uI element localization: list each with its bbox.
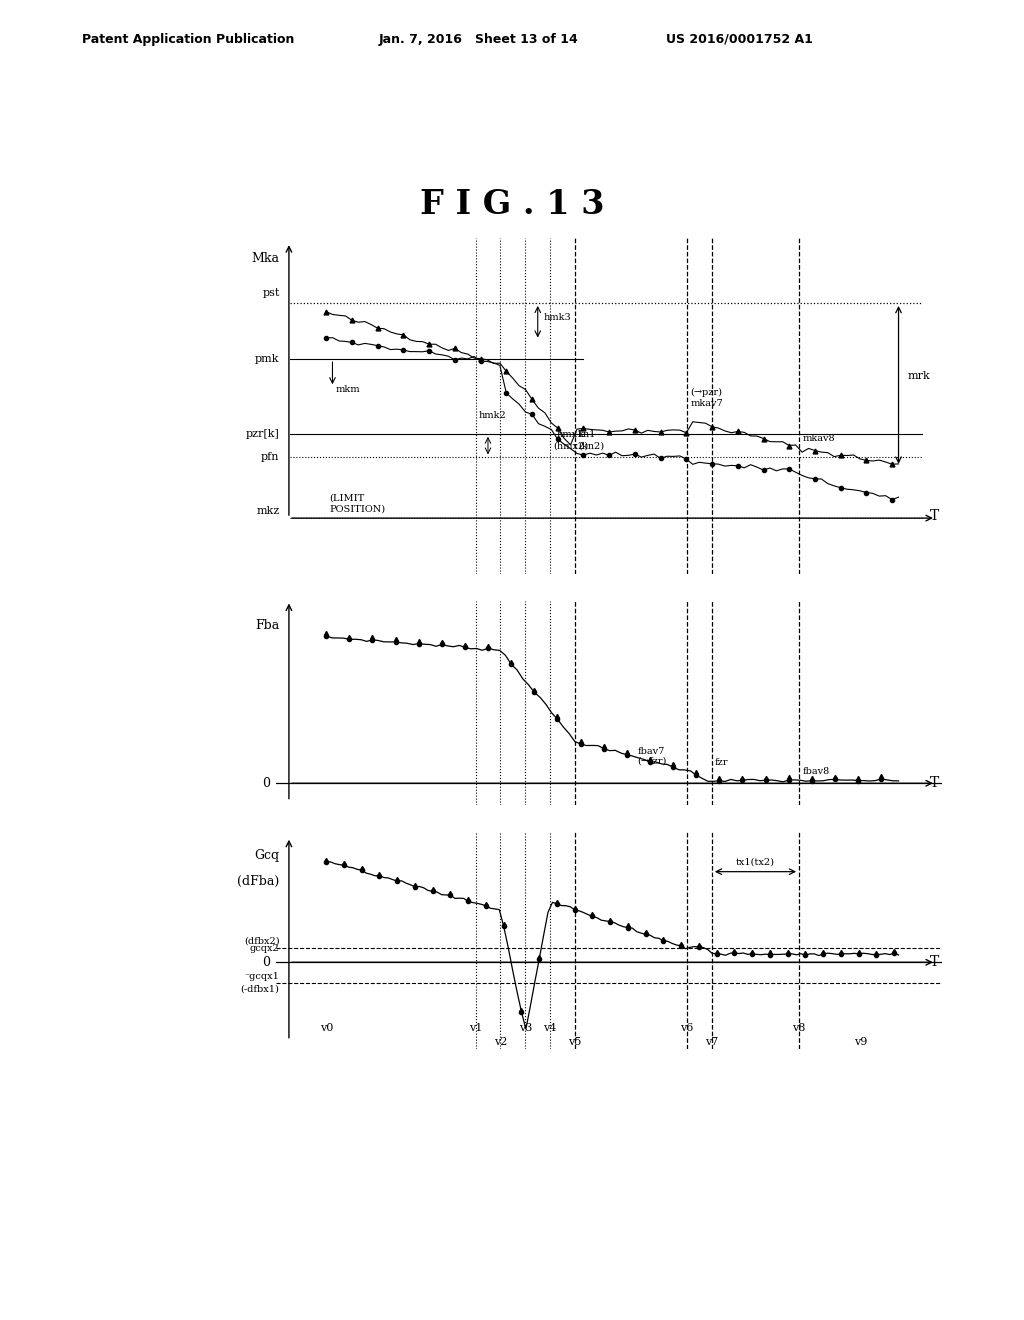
Text: mkm: mkm: [336, 385, 360, 393]
Text: T: T: [930, 776, 939, 791]
Text: F I G . 1 3: F I G . 1 3: [420, 189, 604, 222]
Text: v7: v7: [706, 1038, 719, 1047]
Text: v2: v2: [494, 1038, 507, 1047]
Text: fbav8: fbav8: [802, 767, 829, 776]
Text: fzr: fzr: [715, 758, 728, 767]
Text: (dFba): (dFba): [238, 875, 280, 888]
Text: (-dfbx1): (-dfbx1): [241, 985, 280, 994]
Text: pzr[k]: pzr[k]: [246, 429, 280, 440]
Text: 0: 0: [262, 956, 270, 969]
Text: hmk2: hmk2: [478, 411, 507, 420]
Text: US 2016/0001752 A1: US 2016/0001752 A1: [666, 33, 812, 46]
Text: mrk: mrk: [908, 371, 931, 380]
Text: T: T: [930, 508, 939, 523]
Text: Fba: Fba: [255, 619, 280, 632]
Text: Patent Application Publication: Patent Application Publication: [82, 33, 294, 46]
Text: hmx1: hmx1: [556, 429, 584, 438]
Text: fbav7: fbav7: [637, 747, 665, 756]
Text: v8: v8: [793, 1023, 806, 1034]
Text: Jan. 7, 2016   Sheet 13 of 14: Jan. 7, 2016 Sheet 13 of 14: [379, 33, 579, 46]
Text: T: T: [930, 956, 939, 969]
Text: kn1: kn1: [579, 429, 597, 438]
Text: (dfbx2): (dfbx2): [244, 937, 280, 946]
Text: (kn2): (kn2): [579, 441, 604, 450]
Text: v9: v9: [854, 1038, 868, 1047]
Text: v5: v5: [568, 1038, 582, 1047]
Text: v1: v1: [469, 1023, 482, 1034]
Text: v4: v4: [544, 1023, 557, 1034]
Text: pfn: pfn: [261, 453, 280, 462]
Text: Mka: Mka: [252, 252, 280, 264]
Text: tx1(tx2): tx1(tx2): [736, 858, 775, 866]
Text: ⁻gcqx1: ⁻gcqx1: [245, 973, 280, 982]
Text: (→pzr): (→pzr): [690, 388, 722, 396]
Text: gcqx2: gcqx2: [250, 944, 280, 953]
Text: mkz: mkz: [256, 506, 280, 516]
Text: v6: v6: [680, 1023, 693, 1034]
Text: v3: v3: [518, 1023, 532, 1034]
Text: v0: v0: [319, 1023, 333, 1034]
Text: pmk: pmk: [255, 354, 280, 364]
Text: 0: 0: [262, 776, 270, 789]
Text: hmk3: hmk3: [544, 313, 571, 322]
Text: mkav8: mkav8: [802, 434, 835, 444]
Text: (→fzr): (→fzr): [637, 756, 667, 766]
Text: Gcq: Gcq: [255, 849, 280, 862]
Text: pst: pst: [262, 288, 280, 298]
Text: (hmx2): (hmx2): [553, 441, 589, 450]
Text: (LIMIT
POSITION): (LIMIT POSITION): [330, 494, 385, 513]
Text: mkav7: mkav7: [690, 399, 723, 408]
